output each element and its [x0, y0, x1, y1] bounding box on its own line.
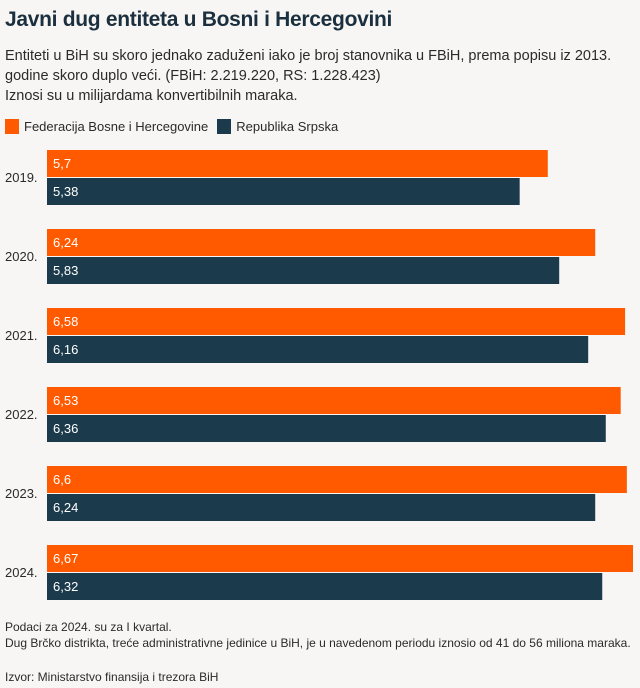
bar-rs [47, 178, 520, 205]
subtitle-units: Iznosi su u milijardama konvertibilnih m… [5, 88, 298, 104]
bar-fbih [47, 387, 621, 414]
bar-value-label: 6,6 [53, 472, 71, 487]
chart-title: Javni dug entiteta u Bosni i Hercegovini [5, 8, 393, 31]
bar-fbih [47, 150, 548, 177]
legend-label: Federacija Bosne i Hercegovine [24, 119, 209, 134]
bar-fbih [47, 545, 633, 572]
bar-value-label: 5,38 [53, 184, 78, 199]
bar-value-label: 6,16 [53, 342, 78, 357]
bar-rs [47, 415, 606, 442]
bar-value-label: 6,24 [53, 235, 78, 250]
bar-rs [47, 494, 596, 521]
footnote: Dug Brčko distrikta, treće administrativ… [5, 636, 631, 650]
legend-label: Republika Srpska [236, 119, 339, 134]
footnote: Podaci za 2024. su za I kvartal. [5, 620, 172, 634]
chart-subtitle: Entiteti u BiH su skoro jednako zaduženi… [5, 46, 640, 106]
legend-item-fbih: Federacija Bosne i Hercegovine [5, 119, 208, 134]
bar-value-label: 6,53 [53, 393, 78, 408]
year-label: 2023. [5, 486, 38, 501]
subtitle-line: Entiteti u BiH su skoro jednako zaduženi… [5, 48, 612, 84]
footnotes: Podaci za 2024. su za I kvartal. Dug Brč… [5, 619, 635, 651]
legend: Federacija Bosne i Hercegovine Republika… [5, 119, 347, 134]
year-label: 2022. [5, 407, 38, 422]
bar-fbih [47, 229, 596, 256]
bar-rs [47, 257, 560, 284]
legend-item-rs: Republika Srpska [217, 119, 338, 134]
bar-rs [47, 336, 589, 363]
year-label: 2021. [5, 328, 38, 343]
year-label: 2019. [5, 170, 38, 185]
source: Izvor: Ministarstvo finansija i trezora … [5, 670, 219, 684]
bar-value-label: 5,7 [53, 156, 71, 171]
legend-swatch [217, 119, 232, 134]
bar-fbih [47, 466, 627, 493]
year-label: 2024. [5, 565, 38, 580]
legend-swatch [5, 119, 19, 134]
bar-value-label: 6,67 [53, 551, 78, 566]
bar-value-label: 5,83 [53, 263, 78, 278]
bar-value-label: 6,24 [53, 500, 78, 515]
bar-value-label: 6,58 [53, 314, 78, 329]
bar-chart: 2019. 5,7 5,38 2020. 6,24 5,83 2021. 6,58 6,16 20… [5, 150, 633, 600]
bar-rs [47, 573, 603, 600]
bar-value-label: 6,32 [53, 579, 78, 594]
bar-value-label: 6,36 [53, 421, 78, 436]
year-label: 2020. [5, 249, 38, 264]
bar-fbih [47, 308, 626, 335]
